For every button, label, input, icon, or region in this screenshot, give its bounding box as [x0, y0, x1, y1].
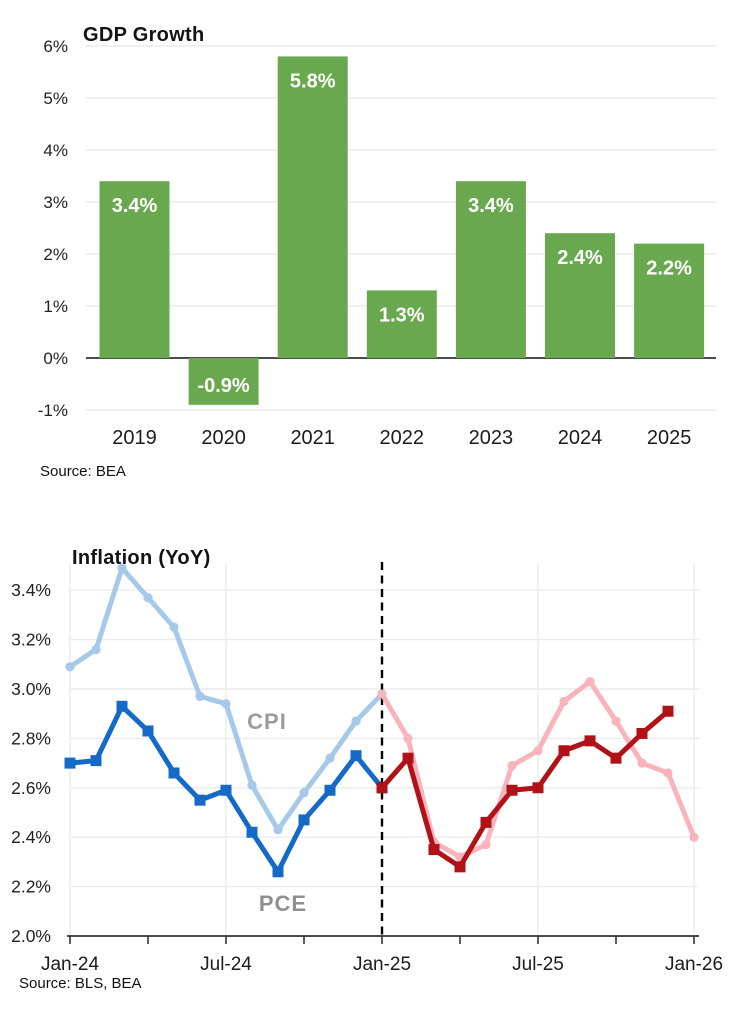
data-point-marker [272, 866, 284, 878]
data-point-marker [402, 752, 414, 764]
data-point-marker [220, 784, 232, 796]
data-point-marker [194, 794, 206, 806]
data-point-marker [663, 768, 673, 778]
data-point-marker [610, 752, 622, 764]
gdp-chart-source: Source: BEA [40, 463, 126, 480]
inflation-y-tick-label: 3.4% [11, 580, 51, 600]
cpi-series-label: CPI [247, 709, 287, 734]
data-point-marker [689, 832, 699, 842]
data-point-marker [350, 750, 362, 762]
data-point-marker [351, 716, 361, 726]
gdp-bar-2020 [188, 358, 259, 405]
gdp-y-tick-label: 1% [43, 297, 68, 316]
inflation-line-chart: 3.4% 3.2% 3.0% 2.8% 2.6% 2.4% 2.2% 2.0% Jan-24 Ju… [11, 562, 723, 975]
gdp-y-tick-label: 6% [43, 37, 68, 56]
data-point-marker [324, 784, 336, 796]
inflation-y-tick-label: 2.2% [11, 877, 51, 897]
gdp-bar-2019 [99, 181, 170, 358]
inflation-y-tick-label: 3.2% [11, 630, 51, 650]
inflation-y-tick-label: 2.8% [11, 728, 51, 748]
data-point-marker [559, 696, 569, 706]
gdp-y-tick-label: 4% [43, 141, 68, 160]
inflation-x-tick-label: Jul-24 [200, 954, 252, 975]
inflation-x-tick-label: Jan-26 [665, 954, 723, 975]
inflation-y-tick-label: 2.0% [11, 926, 51, 946]
gdp-x-tick-label: 2020 [201, 427, 246, 449]
gdp-bar-value-label: 3.4% [468, 195, 514, 217]
data-point-marker [142, 725, 154, 737]
data-point-marker [454, 861, 466, 873]
data-point-marker [169, 622, 179, 632]
inflation-y-tick-label: 2.6% [11, 778, 51, 798]
data-point-marker [117, 563, 127, 573]
data-point-marker [247, 780, 257, 790]
gdp-y-tick-label: -1% [38, 401, 68, 420]
gdp-x-tick-label: 2019 [112, 427, 157, 449]
pce-series-label: PCE [258, 891, 308, 916]
gdp-bar-value-label: 2.4% [557, 247, 603, 269]
inflation-x-tick-label: Jul-25 [512, 954, 564, 975]
gdp-chart-title: GDP Growth [83, 23, 205, 46]
data-point-marker [403, 733, 413, 743]
data-point-marker [481, 840, 491, 850]
data-point-marker [91, 644, 101, 655]
data-point-marker [221, 699, 231, 709]
gdp-y-tick-label: 5% [43, 89, 68, 108]
gdp-bar-2021 [277, 56, 348, 359]
data-point-marker [168, 767, 180, 779]
gdp-bar-value-label: 2.2% [646, 258, 692, 280]
gdp-bar-2022 [366, 290, 437, 358]
data-point-marker [480, 816, 492, 828]
gdp-y-tick-label: 0% [43, 349, 68, 368]
gdp-y-tick-label: 3% [43, 193, 68, 212]
data-point-marker [532, 782, 544, 794]
gdp-bar-value-label: 3.4% [112, 195, 158, 217]
gdp-bar-value-label: 5.8% [290, 70, 336, 92]
gdp-x-tick-label: 2025 [647, 427, 692, 449]
gdp-bar-2025 [634, 243, 705, 358]
gdp-bar-2024 [545, 233, 615, 358]
data-point-marker [325, 753, 335, 763]
data-point-marker [376, 782, 388, 794]
gdp-bar-value-label: 1.3% [379, 304, 425, 326]
data-point-marker [90, 755, 102, 767]
data-point-marker [65, 662, 75, 672]
gdp-x-tick-label: 2024 [558, 427, 603, 449]
data-point-marker [584, 735, 596, 747]
data-point-marker [585, 676, 595, 687]
inflation-x-tick-label: Jan-25 [353, 954, 411, 975]
data-point-marker [116, 700, 128, 712]
gdp-y-tick-label: 2% [43, 245, 68, 264]
inflation-x-tick-label: Jan-24 [41, 954, 100, 975]
data-point-marker [377, 689, 387, 699]
data-point-marker [533, 746, 543, 756]
data-point-marker [506, 784, 518, 796]
data-point-marker [246, 826, 258, 838]
inflation-chart-title: Inflation (YoY) [72, 546, 211, 569]
data-point-marker [64, 757, 76, 769]
data-point-marker [611, 716, 621, 726]
data-point-marker [273, 825, 283, 835]
gdp-bar-2023 [455, 181, 526, 358]
gdp-x-tick-label: 2021 [290, 427, 335, 449]
data-point-marker [662, 705, 674, 717]
data-point-marker [637, 758, 647, 768]
gdp-x-tick-label: 2023 [469, 427, 514, 449]
data-point-marker [143, 593, 153, 603]
data-point-marker [558, 745, 570, 757]
inflation-y-tick-label: 3.0% [11, 679, 51, 699]
data-point-marker [428, 844, 440, 856]
gdp-bar-value-label: -0.9% [197, 375, 249, 397]
data-point-marker [195, 691, 205, 702]
inflation-y-tick-label: 2.4% [11, 827, 51, 847]
data-point-marker [636, 727, 648, 739]
inflation-chart-source: Source: BLS, BEA [19, 975, 142, 992]
gdp-bar-chart: 3.4% 2019 -0.9% 2020 5.8% 2021 1.3% 2022 3.4% 202… [38, 37, 716, 449]
data-point-marker [299, 788, 309, 798]
data-point-marker [298, 814, 310, 826]
gdp-x-tick-label: 2022 [380, 427, 425, 449]
data-point-marker [507, 760, 517, 771]
